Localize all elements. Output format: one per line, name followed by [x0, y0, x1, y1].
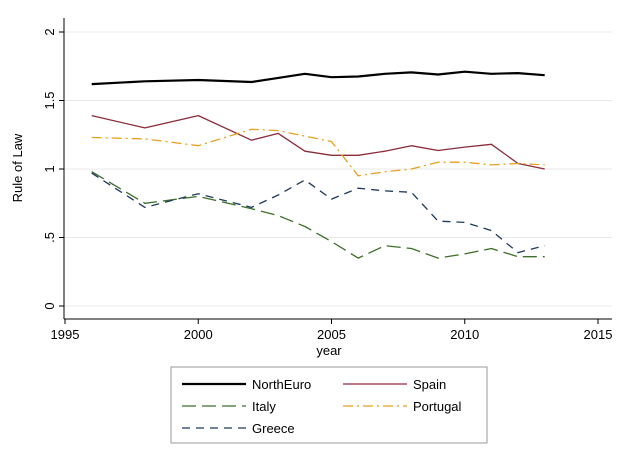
y-tick-label-2: 1	[42, 165, 57, 172]
legend-items: NorthEuro Spain Italy Portugal Greece	[182, 377, 462, 436]
x-tick-label-2: 2005	[317, 327, 346, 342]
legend-box	[170, 366, 488, 444]
legend-label-italy: Italy	[252, 399, 276, 414]
x-axis-title: year	[316, 343, 342, 358]
series-line-spain	[91, 114, 545, 170]
y-tick-label-4: 2	[42, 28, 57, 35]
legend-label-northeuro: NorthEuro	[252, 377, 311, 392]
series-line-greece	[91, 172, 545, 254]
x-tick-label-4: 2015	[584, 327, 613, 342]
x-tick-label-3: 2010	[450, 327, 479, 342]
y-tick-label-3: 1.5	[42, 91, 57, 109]
legend: NorthEuro Spain Italy Portugal Greece	[170, 366, 488, 444]
x-tick-label-0: 1995	[51, 327, 80, 342]
legend-label-portugal: Portugal	[413, 399, 462, 414]
axes	[59, 18, 612, 324]
x-tick-label-1: 2000	[184, 327, 213, 342]
y-axis-title: Rule of Law	[10, 133, 25, 202]
series-line-northeuro	[91, 70, 545, 86]
legend-label-greece: Greece	[252, 421, 295, 436]
gridlines	[64, 31, 612, 307]
series-line-italy	[91, 171, 545, 259]
y-tick-label-1: .5	[42, 232, 57, 243]
series-lines	[91, 70, 545, 259]
y-tick-label-0: 0	[42, 302, 57, 309]
series-line-portugal	[91, 128, 545, 177]
tick-labels: 0 .5 1 1.5 2 1995 2000 2005 2010 2015	[42, 28, 612, 342]
legend-label-spain: Spain	[413, 377, 446, 392]
